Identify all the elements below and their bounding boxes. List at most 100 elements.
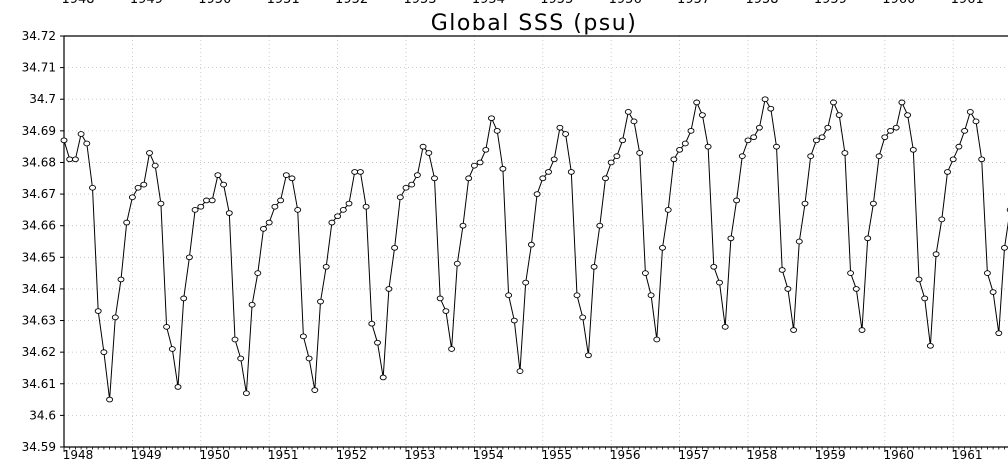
data-point [761,96,769,103]
data-point [242,390,250,397]
x-tick-label: 1957 [678,448,709,461]
data-point [499,165,507,172]
data-point [550,156,558,163]
y-tick-label: 34.67 [22,187,56,201]
data-point [214,172,222,178]
data-point [864,235,872,242]
data-point [716,279,723,286]
data-point [961,127,969,134]
data-point [123,219,131,226]
data-point [573,292,581,299]
data-point [77,131,85,137]
top-crop-label: 1954 [472,0,505,7]
data-point [830,99,837,106]
data-point [231,336,239,343]
data-point [453,260,461,267]
data-point [807,153,815,159]
data-point [311,387,319,393]
data-point [562,131,570,137]
data-point [408,181,416,188]
data-point [619,137,627,144]
data-point [875,153,883,159]
data-point [294,207,302,213]
data-point [106,396,114,403]
data-point [670,156,678,163]
data-point [476,159,484,166]
data-point [847,270,855,276]
data-point [282,172,290,178]
data-point [944,169,951,175]
top-crop-label: 1961 [951,0,984,7]
data-point [203,197,210,204]
data-point [938,216,946,223]
x-tick-label: 1961 [952,448,983,461]
data-point [174,384,182,390]
data-point [168,346,176,352]
data-point [328,219,336,226]
data-point [220,181,228,188]
data-point [128,194,136,201]
series-line [63,97,1008,400]
data-point [322,263,330,270]
data-point [208,197,216,204]
data-point [579,314,587,321]
data-point [83,140,91,147]
x-tick-label: 1953 [405,448,436,461]
data-point [254,270,262,276]
data-point [527,241,535,248]
data-point [881,134,889,141]
data-point [277,197,285,204]
x-tick-label: 1949 [131,448,162,461]
data-point [790,327,798,333]
data-point [755,124,763,131]
data-point [539,175,547,182]
data-point [66,156,74,163]
data-point [624,109,632,115]
data-point [727,235,735,242]
y-tick-label: 34.66 [22,219,56,233]
data-point [385,286,393,292]
data-point [533,191,541,197]
data-point [89,184,96,191]
x-tick-label: 1959 [815,448,846,461]
data-point [926,342,934,349]
data-point [687,127,695,134]
data-point [852,286,860,292]
data-point [368,320,376,327]
data-point [71,156,79,163]
top-crop-label: 1948 [61,0,94,7]
data-point [784,286,792,292]
data-point [773,143,780,150]
data-point [431,175,438,182]
x-tick-label: 1952 [336,448,367,461]
data-point [111,314,119,321]
data-point [396,194,404,201]
y-tick-label: 34.61 [22,377,56,391]
data-point [909,146,917,153]
data-point [522,279,530,286]
data-point [425,150,433,156]
data-point [636,150,644,156]
data-point [921,295,929,302]
data-point [630,118,638,125]
data-point [607,159,615,166]
y-tick-label: 34.7 [29,92,56,106]
data-point [413,172,421,178]
data-point [904,112,912,118]
data-point [613,153,621,159]
data-point [693,99,701,106]
data-point [545,169,552,175]
data-point [932,251,940,257]
data-point [767,105,775,112]
data-point [459,222,467,229]
x-axis-ticks: 1948 1949 1950 1951 1952 1953 1954 1955 1956 1957… [63,447,1005,462]
y-tick-label: 34.65 [22,250,56,264]
data-point [140,181,148,188]
data-point [493,127,501,134]
data-point [641,270,649,276]
data-point [317,298,324,305]
top-crop-label: 1960 [882,0,915,7]
data-point [151,162,159,169]
chart-title: Global SSS (psu) [431,11,638,36]
